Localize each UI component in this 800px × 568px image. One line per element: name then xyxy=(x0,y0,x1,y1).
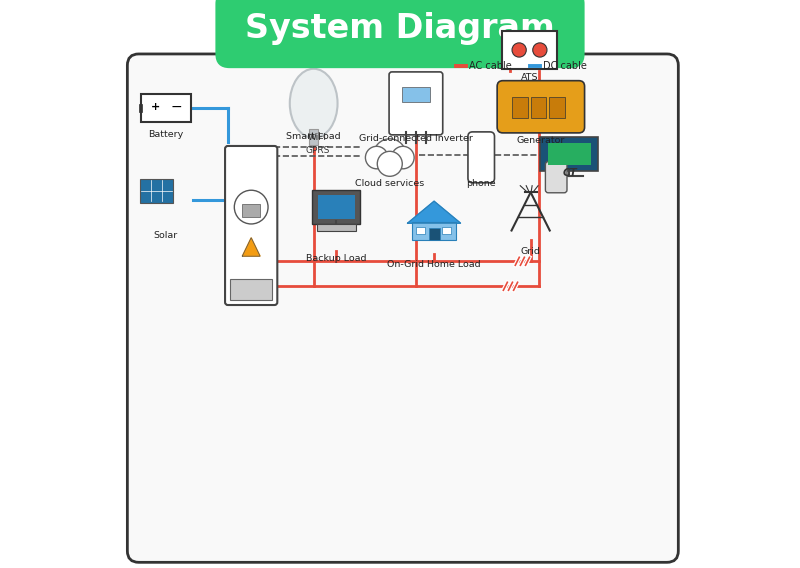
FancyBboxPatch shape xyxy=(549,97,565,118)
Circle shape xyxy=(374,139,406,172)
FancyBboxPatch shape xyxy=(225,146,278,305)
Text: +: + xyxy=(150,102,160,112)
Circle shape xyxy=(366,147,388,169)
FancyBboxPatch shape xyxy=(141,94,191,122)
Text: System Diagram: System Diagram xyxy=(245,12,555,45)
Text: CT: CT xyxy=(562,168,577,178)
FancyBboxPatch shape xyxy=(389,72,442,135)
FancyBboxPatch shape xyxy=(468,132,494,183)
FancyBboxPatch shape xyxy=(530,97,546,118)
Text: ATS: ATS xyxy=(521,73,538,82)
FancyBboxPatch shape xyxy=(540,136,598,172)
FancyBboxPatch shape xyxy=(546,162,567,193)
Text: AC cable: AC cable xyxy=(470,61,512,71)
FancyBboxPatch shape xyxy=(548,143,590,165)
Circle shape xyxy=(533,43,547,57)
FancyBboxPatch shape xyxy=(140,179,173,203)
Text: Backup Load: Backup Load xyxy=(306,254,366,263)
Polygon shape xyxy=(242,238,260,256)
Text: Battery: Battery xyxy=(148,130,184,139)
Circle shape xyxy=(234,190,268,224)
FancyBboxPatch shape xyxy=(242,204,260,217)
FancyBboxPatch shape xyxy=(416,227,426,234)
Ellipse shape xyxy=(290,69,338,138)
Circle shape xyxy=(512,43,526,57)
FancyBboxPatch shape xyxy=(312,190,361,224)
FancyBboxPatch shape xyxy=(309,129,318,145)
Text: Grid-connected Inverter: Grid-connected Inverter xyxy=(359,134,473,143)
Circle shape xyxy=(152,182,165,195)
FancyBboxPatch shape xyxy=(502,31,557,69)
FancyBboxPatch shape xyxy=(215,0,585,68)
Text: GPRS: GPRS xyxy=(306,147,330,156)
Text: On-Grid Home Load: On-Grid Home Load xyxy=(387,260,481,269)
FancyBboxPatch shape xyxy=(127,54,678,562)
Text: Smart Load: Smart Load xyxy=(286,132,341,141)
FancyBboxPatch shape xyxy=(318,195,354,219)
Text: Generator: Generator xyxy=(517,136,565,145)
Circle shape xyxy=(378,151,402,176)
FancyBboxPatch shape xyxy=(412,222,456,240)
Text: WiFI: WiFI xyxy=(308,133,327,143)
Text: Grid: Grid xyxy=(521,247,541,256)
FancyBboxPatch shape xyxy=(442,227,451,234)
FancyBboxPatch shape xyxy=(512,97,528,118)
Text: DC cable: DC cable xyxy=(543,61,587,71)
Text: Cloud services: Cloud services xyxy=(355,179,425,189)
Text: −: − xyxy=(171,100,182,114)
FancyBboxPatch shape xyxy=(497,81,585,133)
FancyBboxPatch shape xyxy=(230,279,272,300)
FancyBboxPatch shape xyxy=(402,87,430,102)
Polygon shape xyxy=(407,201,461,223)
FancyBboxPatch shape xyxy=(139,103,142,112)
Text: Solar: Solar xyxy=(154,231,178,240)
Circle shape xyxy=(392,147,414,169)
FancyBboxPatch shape xyxy=(317,224,356,231)
FancyBboxPatch shape xyxy=(429,228,439,240)
Text: phone: phone xyxy=(466,179,496,189)
